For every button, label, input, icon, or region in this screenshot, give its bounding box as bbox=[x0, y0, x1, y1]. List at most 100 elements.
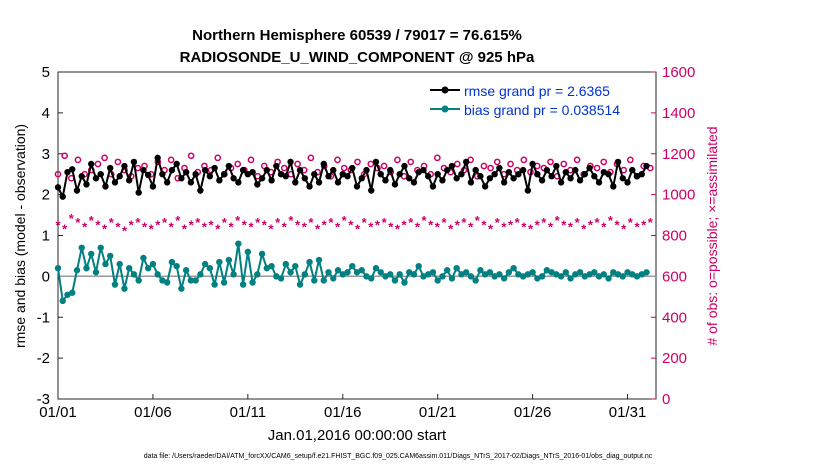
bias-point bbox=[192, 277, 199, 284]
obs-assimilated-point: * bbox=[475, 213, 481, 228]
obs-assimilated-point: * bbox=[648, 215, 654, 230]
rmse-point bbox=[178, 175, 185, 182]
rmse-point bbox=[429, 183, 437, 190]
y-tick-label: 1 bbox=[42, 228, 50, 245]
obs-possible-point bbox=[114, 158, 122, 166]
rmse-point bbox=[334, 179, 342, 186]
obs-assimilated-point: * bbox=[408, 215, 414, 230]
obs-assimilated-point: * bbox=[575, 215, 581, 230]
obs-possible-point bbox=[294, 160, 301, 168]
bias-point bbox=[149, 260, 157, 268]
bias-point bbox=[163, 279, 171, 286]
obs-assimilated-point: * bbox=[355, 221, 361, 236]
bias-point bbox=[306, 258, 313, 266]
rmse-point bbox=[572, 166, 579, 174]
y-right-tick-label: 0 bbox=[662, 391, 670, 408]
bias-point bbox=[220, 279, 228, 286]
rmse-point bbox=[263, 166, 271, 174]
obs-assimilated-point: * bbox=[508, 217, 514, 232]
y-right-tick-label: 400 bbox=[662, 309, 687, 326]
bias-point bbox=[401, 279, 408, 286]
bias-point bbox=[59, 297, 66, 305]
rmse-point bbox=[543, 166, 551, 174]
bias-point bbox=[443, 267, 451, 274]
legend-box bbox=[426, 80, 648, 120]
obs-assimilated-point: * bbox=[421, 213, 427, 228]
rmse-point bbox=[273, 162, 280, 170]
obs-assimilated-point: * bbox=[488, 221, 494, 236]
obs-assimilated-point: * bbox=[601, 219, 607, 234]
rmse-point bbox=[396, 170, 403, 178]
right-axis: 0 200 400 600 800 1000 1200 1400 1600 bbox=[651, 64, 695, 408]
obs-assimilated-point: * bbox=[628, 215, 634, 230]
rmse-point bbox=[220, 170, 228, 178]
bias-point bbox=[311, 277, 318, 284]
bias-point bbox=[125, 265, 133, 272]
bias-point bbox=[140, 254, 147, 262]
x-tick-label: 01/06 bbox=[134, 404, 172, 421]
rmse-point bbox=[102, 183, 109, 190]
rmse-point bbox=[553, 162, 560, 170]
legend-rmse-marker-icon bbox=[441, 86, 449, 94]
rmse-point bbox=[192, 170, 199, 178]
y-right-tick-label: 1000 bbox=[662, 187, 695, 204]
obs-assimilated-point: * bbox=[461, 215, 467, 230]
obs-assimilated-point: * bbox=[588, 217, 594, 232]
obs-assimilated-point: * bbox=[142, 219, 148, 234]
rmse-point bbox=[387, 166, 394, 174]
bias-point bbox=[116, 260, 123, 268]
obs-assimilated-point: * bbox=[109, 215, 115, 230]
obs-possible-point bbox=[74, 156, 82, 164]
rmse-point bbox=[349, 164, 356, 172]
rmse-point bbox=[581, 170, 589, 178]
y-tick-label: -2 bbox=[37, 350, 50, 367]
obs-possible-point bbox=[560, 160, 568, 168]
rmse-point bbox=[125, 177, 133, 184]
rmse-point bbox=[562, 168, 570, 176]
rmse-point bbox=[197, 187, 204, 194]
bias-point bbox=[182, 267, 190, 274]
rmse-point bbox=[353, 183, 361, 190]
obs-assimilated-point: * bbox=[102, 221, 108, 236]
rmse-point bbox=[534, 170, 541, 178]
bias-point bbox=[619, 273, 626, 280]
rmse-point bbox=[472, 166, 479, 174]
rmse-point bbox=[424, 173, 432, 180]
rmse-point bbox=[268, 177, 275, 184]
bias-point bbox=[287, 269, 294, 276]
rmse-point bbox=[88, 160, 95, 168]
rmse-point bbox=[201, 166, 209, 174]
rmse-point bbox=[83, 181, 90, 188]
obs-possible-point bbox=[187, 152, 195, 160]
obs-assimilated-point: * bbox=[62, 221, 68, 236]
bias-point bbox=[144, 265, 152, 272]
rmse-point bbox=[59, 193, 66, 200]
y-right-tick-label: 1400 bbox=[662, 105, 695, 122]
bias-point bbox=[282, 260, 290, 268]
chart-title: Northern Hemisphere 60539 / 79017 = 76.6… bbox=[192, 27, 522, 44]
rmse-point bbox=[292, 179, 299, 186]
obs-possible-point bbox=[407, 158, 415, 166]
obs-possible-point bbox=[54, 170, 62, 178]
rmse-point bbox=[287, 158, 294, 166]
rmse-point bbox=[111, 179, 119, 186]
obs-assimilated-point: * bbox=[89, 213, 95, 228]
obs-assimilated-point: * bbox=[135, 215, 141, 230]
obs-assimilated-point: * bbox=[481, 217, 487, 232]
rmse-point bbox=[182, 168, 190, 176]
rmse-point bbox=[306, 183, 313, 190]
obs-possible-point bbox=[167, 156, 175, 164]
bias-point bbox=[230, 271, 237, 278]
bias-point bbox=[358, 267, 365, 274]
legend: rmse grand pr = 2.6365 bias grand pr = 0… bbox=[426, 80, 648, 120]
rmse-point bbox=[320, 160, 327, 168]
obs-assimilated-point: * bbox=[535, 217, 541, 232]
obs-assimilated-point: * bbox=[202, 219, 208, 234]
obs-assimilated-point: * bbox=[282, 219, 288, 234]
obs-possible-point bbox=[453, 160, 461, 168]
obs-assimilated-point: * bbox=[149, 221, 155, 236]
bias-point bbox=[605, 275, 612, 282]
obs-assimilated-point: * bbox=[169, 219, 175, 234]
x-tick-label: 01/26 bbox=[514, 404, 552, 421]
obs-assimilated-point: * bbox=[568, 219, 574, 234]
